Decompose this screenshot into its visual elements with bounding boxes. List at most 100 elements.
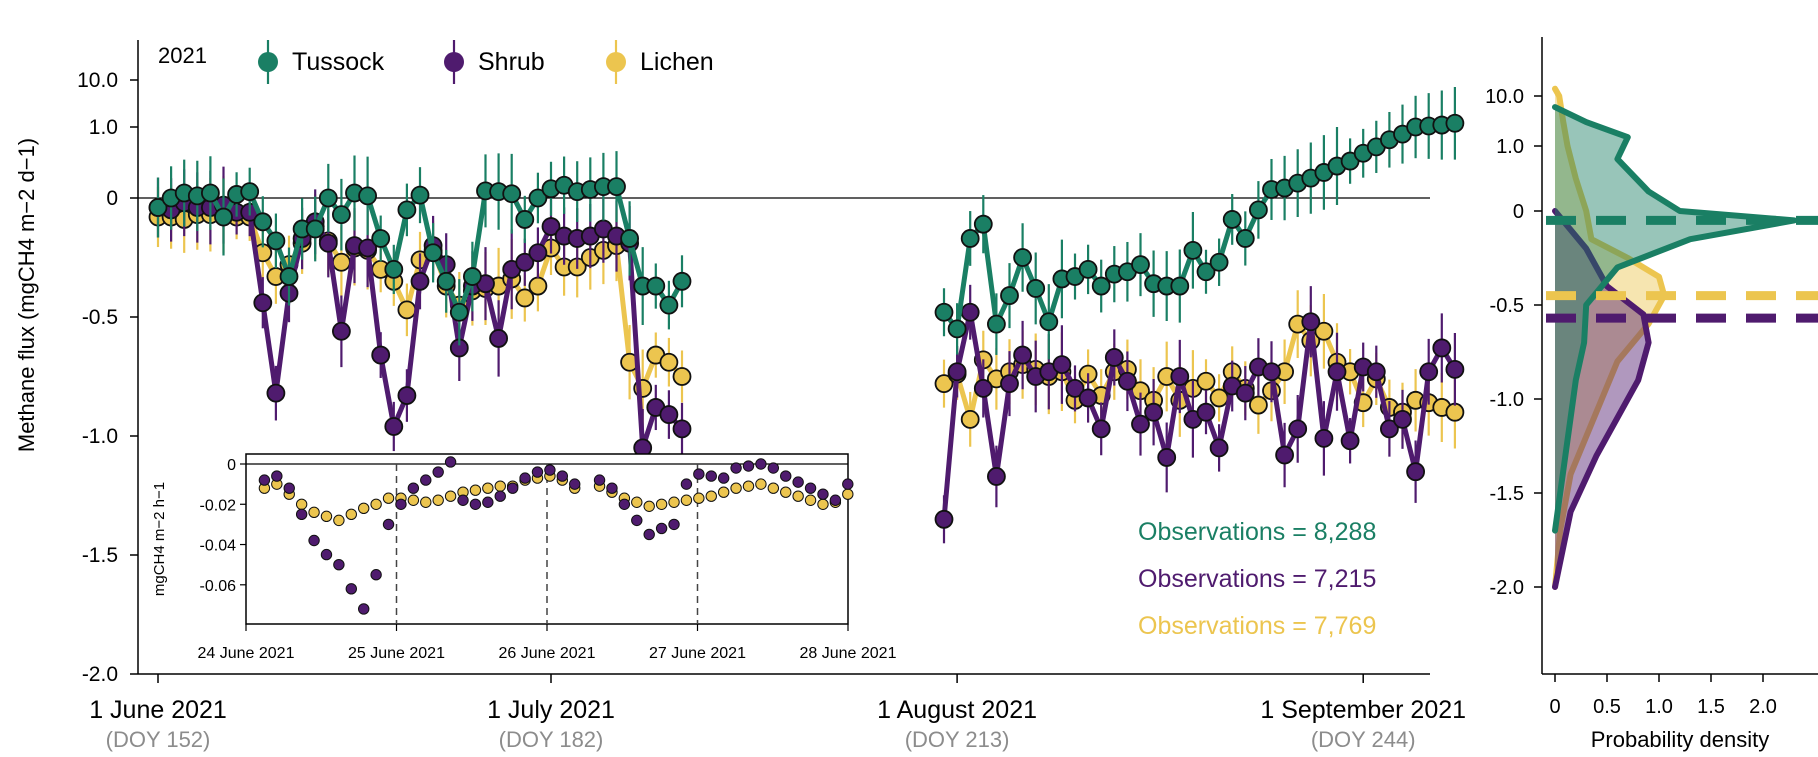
data-point <box>528 276 548 296</box>
inset-data-point <box>544 464 556 476</box>
data-point <box>214 207 233 227</box>
inset-data-point <box>271 470 283 482</box>
inset-data-point <box>804 482 817 494</box>
inset-data-point <box>531 466 544 478</box>
density-curve-lichen <box>1552 85 1668 590</box>
legend-label: Shrub <box>478 48 545 76</box>
density-area-lichen <box>1555 88 1665 587</box>
density-x-tick-label: 2.0 <box>1749 696 1777 718</box>
data-point <box>1013 248 1032 267</box>
inset-data-point <box>370 498 382 510</box>
inset-data-point <box>432 466 444 478</box>
inset-data-point <box>780 470 792 482</box>
data-point <box>973 378 993 398</box>
data-point <box>1445 113 1465 133</box>
main-x-tick-label: 1 July 2021 <box>487 696 615 724</box>
main-x-tick-doy: (DOY 152) <box>106 727 211 752</box>
inset-x-tick-label: 26 June 2021 <box>499 645 596 662</box>
data-point <box>515 210 535 229</box>
density-y-tick-label: -1.0 <box>1490 389 1524 411</box>
density-y-tick-label: 1.0 <box>1496 136 1524 158</box>
data-point <box>1419 362 1439 382</box>
inset-data-point <box>308 534 320 547</box>
inset-data-point <box>382 518 395 531</box>
data-point <box>528 243 548 263</box>
inset-data-point <box>593 474 606 486</box>
inset-data-point <box>643 528 655 541</box>
legend-label: Tussock <box>292 48 385 76</box>
inset-data-point <box>320 510 333 523</box>
data-point <box>934 302 954 322</box>
data-point <box>502 184 522 204</box>
inset-data-point <box>817 498 829 510</box>
inset-data-point <box>556 470 569 482</box>
main-x-tick-doy: (DOY 182) <box>499 727 604 752</box>
main-y-tick-label: 1.0 <box>89 116 118 139</box>
data-point <box>515 288 535 308</box>
density-x-tick-label: 1.5 <box>1697 696 1725 718</box>
inset-data-point <box>407 482 420 494</box>
inset-data-point <box>668 518 680 531</box>
data-point <box>659 405 679 424</box>
data-point <box>397 200 417 220</box>
data-point <box>1131 255 1150 275</box>
inset-data-point <box>469 484 482 496</box>
inset-x-tick-label: 28 June 2021 <box>800 645 897 662</box>
data-point <box>620 229 639 248</box>
data-point <box>318 233 338 253</box>
legend-year: 2021 <box>158 43 207 68</box>
inset-data-point <box>457 494 469 506</box>
legend-marker <box>444 52 464 72</box>
inset-data-point <box>730 482 742 494</box>
inset-data-point <box>295 498 308 510</box>
inset-data-point <box>842 478 854 490</box>
inset-data-point <box>631 514 643 527</box>
data-point <box>1000 286 1019 305</box>
density-x-tick-label: 0 <box>1549 696 1560 718</box>
density-y-tick-label: 10.0 <box>1485 86 1524 108</box>
density-curve-shrub <box>1552 208 1652 590</box>
data-point <box>1170 367 1190 386</box>
data-point <box>1314 428 1334 448</box>
data-point <box>515 252 535 272</box>
density-x-tick-label: 0.5 <box>1593 696 1621 718</box>
inset-data-point <box>780 486 792 498</box>
inset-data-point <box>382 492 395 504</box>
main-x-tick-doy: (DOY 244) <box>1311 727 1416 752</box>
data-point <box>253 293 273 313</box>
data-point <box>462 267 482 286</box>
data-point <box>672 367 692 386</box>
inset-y-tick-label: -0.02 <box>200 497 237 514</box>
inset-data-point <box>482 482 494 494</box>
data-point <box>436 271 456 291</box>
data-point <box>672 271 692 291</box>
inset-data-point <box>494 480 506 492</box>
legend: 2021 Tussock Shrub Lichen <box>158 40 714 84</box>
inset-data-point <box>432 494 444 506</box>
data-point <box>318 188 338 208</box>
observation-annotations: Observations = 8,288 Observations = 7,215… <box>1138 518 1376 640</box>
inset-x-tick-label: 25 June 2021 <box>348 645 445 662</box>
inset-y-tick-label: -0.06 <box>200 578 237 595</box>
density-x-tick-label: 1.0 <box>1645 696 1673 718</box>
data-point <box>1393 409 1412 429</box>
inset-series-lichen <box>258 470 854 527</box>
inset-data-point <box>345 583 357 595</box>
main-y-tick-label: -2.0 <box>82 663 118 686</box>
data-point <box>305 219 325 239</box>
data-point <box>1340 431 1360 451</box>
data-point <box>987 467 1006 486</box>
inset-data-point <box>506 482 519 494</box>
inset-data-point <box>755 458 767 470</box>
data-point <box>646 276 666 296</box>
inset-data-point <box>643 500 655 512</box>
data-point <box>200 183 220 203</box>
data-point <box>1013 345 1032 365</box>
density-area-tussock <box>1555 107 1795 531</box>
inset-data-point <box>717 472 730 484</box>
main-chart: 10.0 1.0 0 -0.5 -1.0 -1.5 -2.0 1 June 2021 (DOY … <box>14 40 1466 752</box>
inset-data-point <box>804 494 817 506</box>
series-tussock <box>148 86 1465 360</box>
inset-data-point <box>680 494 693 506</box>
inset-data-point <box>817 488 829 500</box>
